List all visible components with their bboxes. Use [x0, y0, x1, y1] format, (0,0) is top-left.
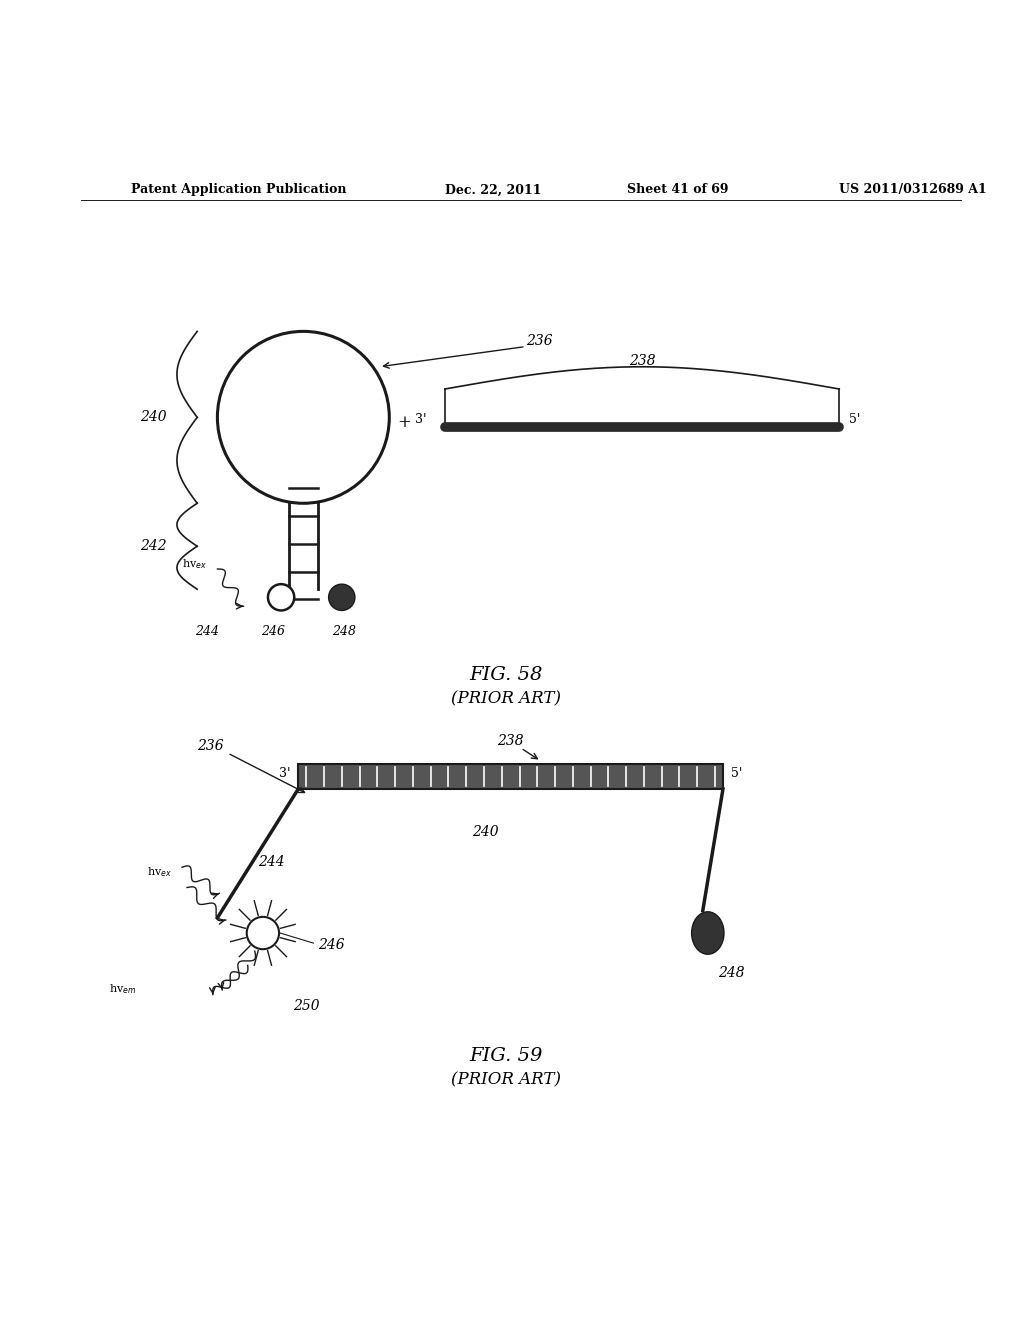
- Text: 244: 244: [258, 855, 285, 870]
- Text: 242: 242: [140, 540, 167, 553]
- Text: 3': 3': [415, 413, 427, 426]
- Text: (PRIOR ART): (PRIOR ART): [451, 1071, 560, 1088]
- Text: hv$_{ex}$: hv$_{ex}$: [182, 557, 207, 570]
- Text: 250: 250: [293, 999, 319, 1012]
- Text: 248: 248: [332, 624, 355, 638]
- Text: 240: 240: [140, 411, 167, 424]
- Text: (PRIOR ART): (PRIOR ART): [451, 690, 560, 708]
- Text: 246: 246: [261, 624, 285, 638]
- Text: 3': 3': [279, 767, 290, 780]
- Circle shape: [268, 585, 294, 610]
- Circle shape: [329, 585, 355, 610]
- Text: hv$_{em}$: hv$_{em}$: [110, 982, 136, 995]
- Text: 240: 240: [472, 825, 499, 840]
- Text: 5': 5': [849, 413, 861, 426]
- Text: 236: 236: [525, 334, 552, 348]
- Bar: [298, 764, 723, 789]
- Ellipse shape: [691, 912, 724, 954]
- Text: 246: 246: [318, 939, 345, 952]
- Text: Patent Application Publication: Patent Application Publication: [131, 183, 347, 197]
- Text: 236: 236: [198, 739, 224, 752]
- Text: Dec. 22, 2011: Dec. 22, 2011: [444, 183, 542, 197]
- Text: 248: 248: [718, 966, 744, 981]
- Circle shape: [247, 917, 280, 949]
- Text: 238: 238: [498, 734, 524, 748]
- Text: 5': 5': [731, 767, 742, 780]
- Text: FIG. 58: FIG. 58: [469, 667, 543, 684]
- Text: US 2011/0312689 A1: US 2011/0312689 A1: [840, 183, 987, 197]
- Text: 238: 238: [629, 354, 655, 368]
- Text: FIG. 59: FIG. 59: [469, 1047, 543, 1065]
- Text: 244: 244: [196, 624, 219, 638]
- Text: hv$_{ex}$: hv$_{ex}$: [146, 866, 172, 879]
- Text: Sheet 41 of 69: Sheet 41 of 69: [627, 183, 728, 197]
- Text: +: +: [397, 414, 412, 430]
